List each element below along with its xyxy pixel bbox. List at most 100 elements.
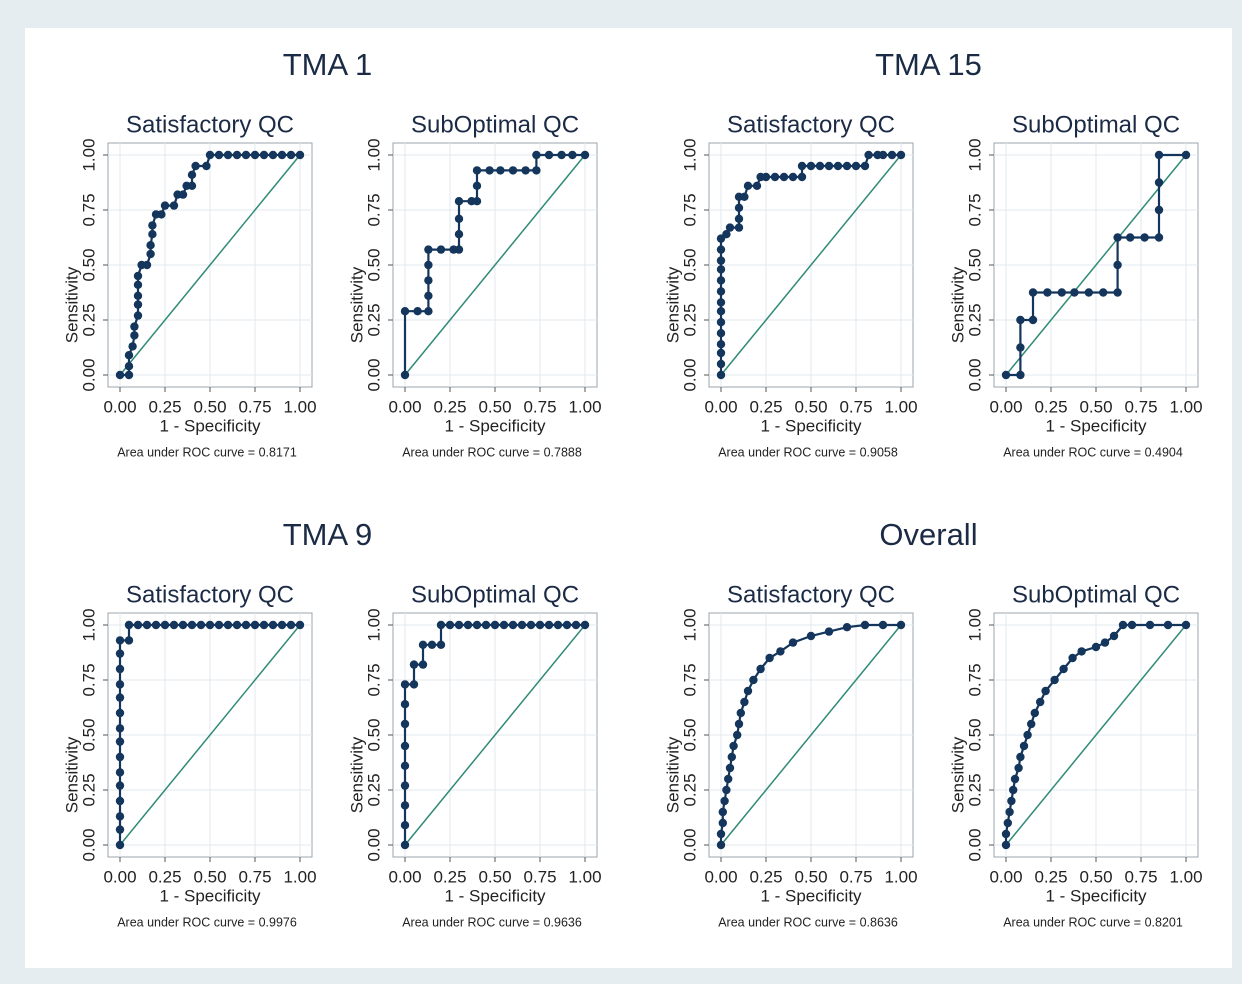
roc-point bbox=[718, 818, 727, 828]
chart-title: Satisfactory QC bbox=[727, 111, 895, 138]
auc-note: Area under ROC curve = 0.9636 bbox=[402, 915, 582, 929]
roc-point bbox=[851, 161, 861, 171]
chart-title: SubOptimal QC bbox=[1012, 581, 1180, 608]
roc-point bbox=[1043, 288, 1052, 297]
x-tick-label: 0.25 bbox=[148, 867, 181, 886]
roc-point bbox=[1077, 647, 1086, 656]
roc-point bbox=[1016, 752, 1025, 762]
roc-point bbox=[178, 190, 188, 199]
roc-point bbox=[214, 620, 224, 630]
y-tick-label: 1.00 bbox=[364, 138, 383, 171]
y-tick-label: 0.75 bbox=[364, 193, 383, 226]
roc-point bbox=[250, 620, 260, 630]
roc-point bbox=[496, 166, 505, 175]
roc-point bbox=[400, 840, 410, 850]
roc-point bbox=[580, 620, 590, 630]
roc-point bbox=[1059, 664, 1068, 674]
roc-point bbox=[508, 166, 518, 175]
roc-point bbox=[424, 276, 433, 285]
roc-point bbox=[187, 181, 197, 190]
roc-point bbox=[481, 620, 491, 630]
group-title: TMA 1 bbox=[283, 47, 373, 82]
x-tick-label: 0.25 bbox=[433, 397, 466, 416]
roc-point bbox=[788, 172, 798, 182]
roc-point bbox=[157, 210, 166, 219]
roc-point bbox=[535, 620, 545, 630]
roc-point bbox=[779, 172, 789, 182]
roc-point bbox=[1145, 620, 1155, 630]
roc-point bbox=[454, 197, 464, 206]
roc-point bbox=[1100, 638, 1110, 647]
roc-point bbox=[1163, 620, 1173, 630]
y-axis-label: Sensitivity bbox=[948, 736, 967, 813]
roc-point bbox=[400, 680, 410, 689]
roc-point bbox=[1016, 370, 1025, 380]
x-tick-label: 0.75 bbox=[839, 397, 872, 416]
auc-note: Area under ROC curve = 0.9058 bbox=[718, 445, 898, 459]
roc-point bbox=[1014, 763, 1023, 773]
roc-point bbox=[160, 201, 170, 210]
roc-point bbox=[544, 150, 554, 160]
roc-point bbox=[716, 829, 726, 839]
y-tick-label: 1.00 bbox=[79, 138, 98, 171]
group-title: TMA 15 bbox=[875, 47, 982, 82]
y-tick-label: 0.25 bbox=[79, 773, 98, 806]
roc-point bbox=[133, 311, 143, 320]
chart-title: Satisfactory QC bbox=[727, 581, 895, 608]
y-tick-label: 0.75 bbox=[364, 663, 383, 696]
roc-point bbox=[725, 223, 735, 232]
roc-point bbox=[860, 161, 870, 171]
y-tick-label: 0.50 bbox=[680, 248, 699, 281]
roc-point bbox=[436, 640, 446, 649]
auc-note: Area under ROC curve = 0.4904 bbox=[1003, 445, 1183, 459]
roc-point bbox=[418, 660, 428, 669]
roc-point bbox=[718, 807, 727, 817]
roc-point bbox=[896, 620, 906, 630]
x-tick-label: 0.25 bbox=[148, 397, 181, 416]
roc-point bbox=[472, 181, 482, 190]
roc-point bbox=[400, 719, 410, 729]
x-tick-label: 0.25 bbox=[1034, 867, 1067, 886]
roc-point bbox=[1019, 741, 1029, 751]
roc-point bbox=[716, 318, 726, 327]
roc-point bbox=[1070, 288, 1079, 297]
roc-point bbox=[716, 265, 726, 274]
y-tick-label: 0.00 bbox=[965, 358, 984, 391]
y-tick-label: 0.25 bbox=[79, 303, 98, 336]
roc-point bbox=[521, 166, 530, 175]
x-tick-label: 1.00 bbox=[568, 397, 601, 416]
roc-point bbox=[878, 150, 888, 160]
roc-point bbox=[454, 245, 464, 254]
roc-point bbox=[424, 291, 433, 300]
roc-point bbox=[454, 620, 464, 630]
roc-point bbox=[776, 647, 785, 656]
roc-point bbox=[409, 660, 419, 669]
roc-point bbox=[1010, 774, 1020, 784]
chart-title: SubOptimal QC bbox=[1012, 111, 1180, 138]
roc-point bbox=[1154, 178, 1164, 187]
roc-point bbox=[1001, 829, 1011, 839]
roc-point bbox=[1016, 343, 1025, 352]
roc-point bbox=[146, 249, 155, 259]
y-tick-label: 0.75 bbox=[79, 663, 98, 696]
reference-line bbox=[1005, 624, 1187, 846]
roc-point bbox=[532, 150, 541, 160]
roc-point bbox=[743, 181, 753, 190]
y-tick-label: 0.25 bbox=[965, 773, 984, 806]
roc-point bbox=[740, 697, 749, 707]
x-tick-label: 0.25 bbox=[749, 867, 782, 886]
roc-point bbox=[1113, 288, 1122, 297]
roc-point bbox=[734, 719, 744, 729]
roc-point bbox=[1027, 719, 1036, 729]
x-tick-label: 0.75 bbox=[1124, 397, 1157, 416]
roc-point bbox=[896, 150, 906, 160]
x-axis-label: 1 - Specificity bbox=[760, 416, 862, 435]
roc-point bbox=[770, 172, 780, 182]
y-axis-label: Sensitivity bbox=[62, 736, 81, 813]
roc-point bbox=[133, 280, 143, 289]
y-tick-label: 0.50 bbox=[364, 718, 383, 751]
roc-point bbox=[124, 636, 134, 645]
roc-point bbox=[734, 214, 744, 223]
roc-point bbox=[232, 150, 242, 160]
roc-point bbox=[196, 620, 206, 630]
